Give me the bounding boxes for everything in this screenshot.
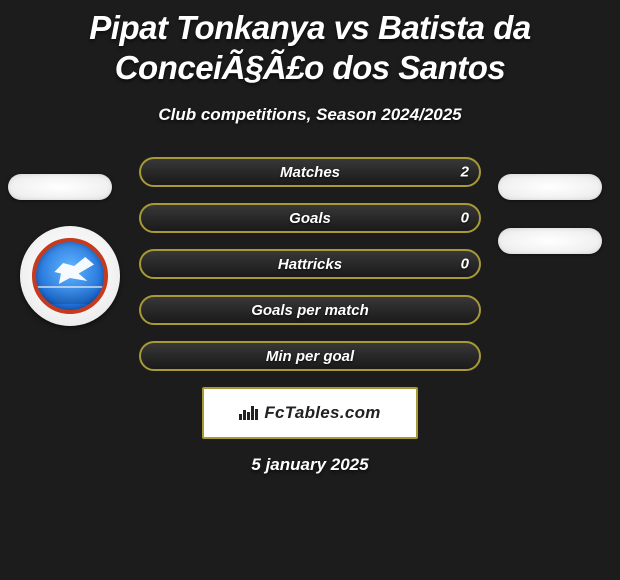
stat-label: Hattricks	[278, 256, 342, 273]
stat-bar: Matches 2	[139, 157, 481, 187]
club-badge	[20, 226, 120, 326]
site-label: FcTables.com	[264, 403, 380, 423]
page-title: Pipat Tonkanya vs Batista da ConceiÃ§Ã£o…	[0, 0, 620, 87]
right-player-pill-2	[498, 228, 602, 254]
stat-value-right: 0	[461, 210, 469, 227]
stat-label: Goals	[289, 210, 331, 227]
subtitle: Club competitions, Season 2024/2025	[0, 105, 620, 125]
date-label: 5 january 2025	[0, 455, 620, 475]
stat-bar: Min per goal	[139, 341, 481, 371]
stat-label: Min per goal	[266, 348, 354, 365]
stat-bar: Hattricks 0	[139, 249, 481, 279]
bar-chart-icon	[239, 406, 258, 420]
site-attribution: FcTables.com	[202, 387, 418, 439]
stat-bar: Goals per match	[139, 295, 481, 325]
club-badge-icon	[32, 238, 108, 314]
stat-value-right: 2	[461, 164, 469, 181]
stat-label: Goals per match	[251, 302, 369, 319]
stat-bar: Goals 0	[139, 203, 481, 233]
stat-value-right: 0	[461, 256, 469, 273]
left-player-pill	[8, 174, 112, 200]
stat-row: Min per goal	[0, 341, 620, 371]
stat-label: Matches	[280, 164, 340, 181]
right-player-pill-1	[498, 174, 602, 200]
